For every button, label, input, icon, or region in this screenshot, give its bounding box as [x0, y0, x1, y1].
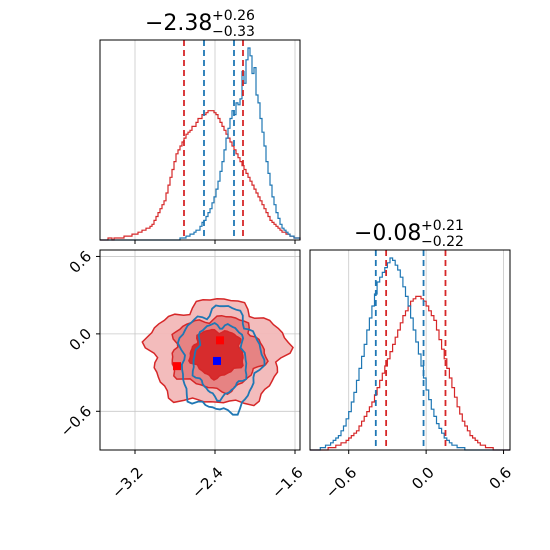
- histogram-blue-param1: [100, 47, 301, 241]
- panel-top-left: −2.38 +0.26 −0.33: [99, 8, 301, 244]
- xtick-label: 0.0: [408, 463, 438, 493]
- panel-bottom-left: −3.2 −2.4 −1.6 −0.6 0.0 0.6: [57, 247, 307, 502]
- quantile-lines-param2: [374, 250, 447, 450]
- histogram-red-param1: [100, 110, 301, 241]
- histogram-param1: [100, 47, 301, 241]
- title-param1-median: −2.38: [145, 11, 212, 36]
- xtick-label: −2.4: [188, 463, 226, 501]
- panel-bottom-right: −0.6 0.0 0.6 −0.08 +0.21 −0.22: [309, 218, 515, 502]
- contour-red-inner: [188, 328, 244, 381]
- axes-frame-top-left: [99, 39, 301, 241]
- xticks-top-left: [134, 240, 296, 244]
- axes-frame-bottom-right: [309, 249, 511, 451]
- title-param2-minus: −0.22: [421, 234, 464, 250]
- histogram-blue-param2: [310, 257, 510, 451]
- grid-bottom-right: [348, 250, 504, 450]
- xtick-label: 0.6: [486, 463, 516, 493]
- xtick-label: −1.6: [268, 463, 306, 501]
- contour-blue-inner: [191, 321, 248, 402]
- title-param2-median: −0.08: [354, 221, 421, 246]
- marker-red: [173, 362, 181, 371]
- ytick-label: 0.0: [66, 325, 96, 355]
- title-param2-plus: +0.21: [421, 218, 464, 234]
- histogram-red-param2: [310, 295, 510, 451]
- xtick-label: −0.6: [322, 463, 360, 501]
- ytick-label: 0.6: [66, 247, 96, 277]
- title-param1-minus: −0.33: [212, 24, 255, 40]
- xticks-bottom-right: −0.6 0.0 0.6: [322, 450, 515, 502]
- title-param1-plus: +0.26: [212, 8, 255, 24]
- xtick-label: −3.2: [108, 463, 146, 501]
- marker-blue: [213, 356, 221, 365]
- quantile-lines-param1: [183, 40, 244, 240]
- histogram-param2: [310, 257, 510, 451]
- joint-markers: [173, 336, 224, 371]
- joint-contours: [141, 298, 294, 416]
- contour-blue-outer: [176, 304, 266, 416]
- yticks-bottom-left: −0.6 0.0 0.6: [57, 247, 100, 441]
- marker-red: [216, 336, 224, 345]
- ytick-label: −0.6: [57, 402, 95, 440]
- xticks-bottom-left: −3.2 −2.4 −1.6: [108, 450, 307, 502]
- grid-top-left: [134, 40, 296, 240]
- axes-frame-bottom-left: [99, 249, 301, 451]
